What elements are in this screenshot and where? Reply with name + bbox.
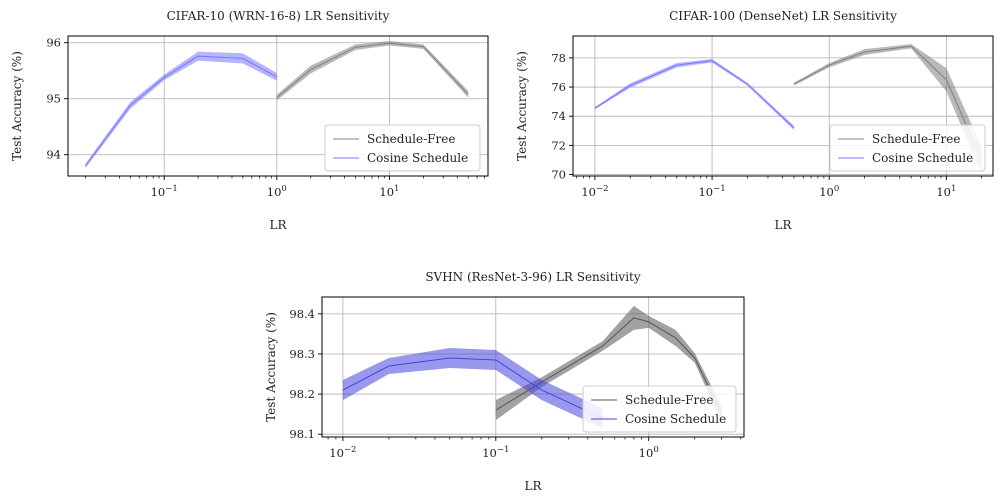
legend-label-0: Schedule-Free <box>625 393 713 407</box>
legend-label-1: Cosine Schedule <box>625 412 726 426</box>
axes-frame <box>572 35 994 177</box>
series-line-1 <box>594 60 795 129</box>
x-tick-label: 10−2 <box>329 445 356 460</box>
series-line-0 <box>495 317 723 415</box>
series-band-0 <box>495 305 722 423</box>
x-tick-label: 10−2 <box>581 184 608 199</box>
y-axis-label: Test Accuracy (%) <box>264 312 278 422</box>
y-axis-label: Test Accuracy (%) <box>515 51 529 161</box>
y-tick-label: 70 <box>551 168 566 182</box>
series-group <box>85 41 469 169</box>
y-tick-label: 74 <box>551 109 566 123</box>
y-tick-label: 78 <box>551 51 566 65</box>
y-tick-label: 95 <box>46 92 61 106</box>
y-tick-label: 98.2 <box>289 387 315 401</box>
x-tick-label: 10−1 <box>151 184 178 199</box>
axes-frame <box>67 35 489 177</box>
legend-box <box>582 385 737 433</box>
legend-box <box>324 124 481 172</box>
x-axis-label: LR <box>774 218 792 232</box>
axes-frame <box>321 296 745 438</box>
chart-0: 10−1 100 101 94 95 96 CIFAR-10 (WRN-16-8) LR S… <box>10 9 489 232</box>
x-tick-label: 101 <box>936 184 956 199</box>
y-tick-label: 98.1 <box>289 427 315 441</box>
y-tick-label: 72 <box>551 138 566 152</box>
y-tick-label: 96 <box>46 36 61 50</box>
chart-title: SVHN (ResNet-3-96) LR Sensitivity <box>425 270 641 284</box>
x-axis-label: LR <box>269 218 287 232</box>
y-tick-label: 76 <box>551 80 566 94</box>
series-band-0 <box>793 44 982 174</box>
x-tick-label: 10−1 <box>698 184 725 199</box>
legend-label-0: Schedule-Free <box>367 132 455 146</box>
y-tick-label: 94 <box>46 148 61 162</box>
x-tick-label: 100 <box>639 445 659 460</box>
series-band-0 <box>276 41 469 101</box>
x-axis-label: LR <box>524 479 542 493</box>
series-line-1 <box>342 357 603 419</box>
chart-title: CIFAR-100 (DenseNet) LR Sensitivity <box>669 9 897 23</box>
series-line-0 <box>276 42 469 98</box>
chart-2: 10−2 10−1 100 98.1 98.2 98.3 98.4 SVHN (ResNet-… <box>264 270 745 493</box>
x-tick-label: 10−1 <box>482 445 509 460</box>
x-tick-label: 100 <box>819 184 839 199</box>
chart-1: 10−2 10−1 100 101 70 72 74 76 78 CIFAR-100 (Dense… <box>515 9 994 232</box>
y-tick-label: 98.3 <box>289 347 315 361</box>
legend-label-0: Schedule-Free <box>872 132 960 146</box>
legend-label-1: Cosine Schedule <box>367 151 468 165</box>
series-group <box>342 305 723 429</box>
series-group <box>594 44 983 174</box>
legend-box <box>829 124 986 172</box>
legend: Schedule-Free Cosine Schedule <box>324 124 481 172</box>
y-tick-label: 98.4 <box>289 307 315 321</box>
series-band-1 <box>85 51 277 169</box>
legend-label-1: Cosine Schedule <box>872 151 973 165</box>
legend: Schedule-Free Cosine Schedule <box>582 385 737 433</box>
chart-title: CIFAR-10 (WRN-16-8) LR Sensitivity <box>167 9 390 23</box>
y-axis-label: Test Accuracy (%) <box>10 51 24 161</box>
x-tick-label: 100 <box>267 184 287 199</box>
series-line-1 <box>85 55 278 167</box>
series-band-1 <box>342 347 603 429</box>
legend: Schedule-Free Cosine Schedule <box>829 124 986 172</box>
series-line-0 <box>793 45 983 161</box>
x-tick-label: 101 <box>379 184 399 199</box>
series-band-1 <box>594 59 794 131</box>
